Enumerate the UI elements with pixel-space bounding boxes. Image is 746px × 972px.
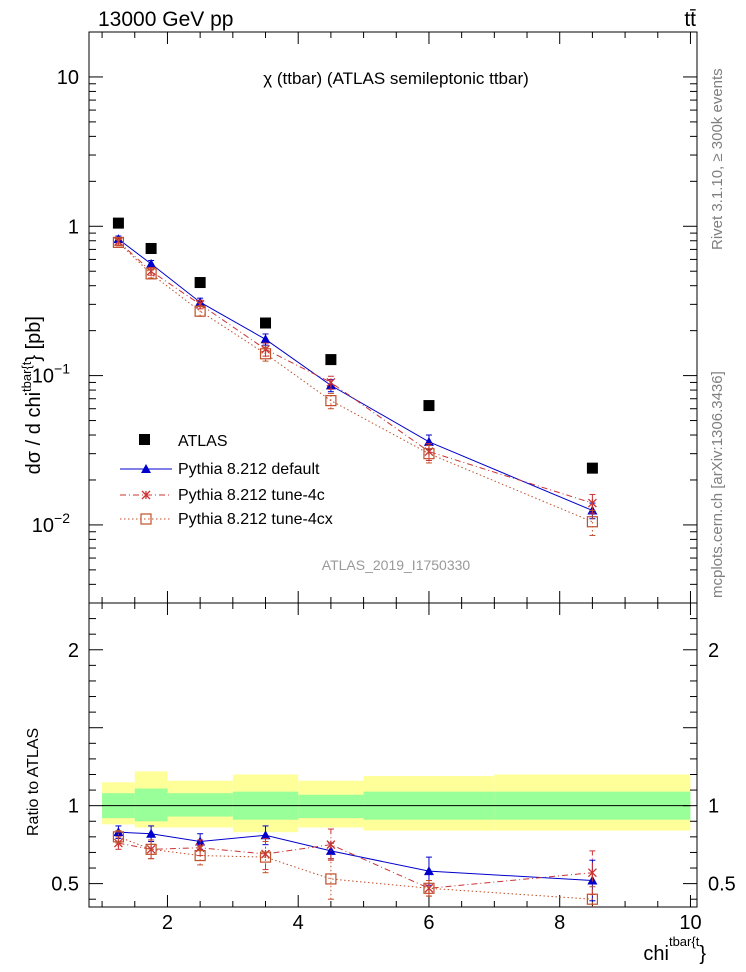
ratio-x-tick-label: 10 — [679, 912, 701, 934]
main-default-point — [146, 258, 157, 268]
x-axis-title: chitbar{t} — [643, 934, 706, 965]
main-y-axis-title-main: dσ / d chi — [23, 392, 45, 474]
ratio-tune4cx-point — [586, 893, 598, 905]
main-tune4c-point — [326, 377, 336, 387]
ratio-y-axis-title: Ratio to ATLAS — [25, 728, 42, 836]
x-axis-title-sup: tbar{t — [669, 934, 700, 949]
ratio-tune4cx-point — [325, 873, 337, 885]
legend-atlas-label: ATLAS — [178, 433, 228, 450]
ratio-default-point — [146, 828, 157, 838]
ratio-tune4cx-point — [145, 843, 157, 855]
ratio-y-tick-label-right: 0.5 — [708, 874, 736, 896]
main-tune4cx-point — [112, 236, 125, 248]
ratio-y-tick-label-left: 1 — [68, 796, 79, 818]
main-atlas-point — [112, 217, 124, 229]
ratio-tune4c-point — [326, 840, 336, 850]
main-panel: 10 1 10−1 10−2 χ (ttbar) (ATLAS semileptoni… — [19, 31, 698, 604]
main-tune4cx-point — [194, 305, 206, 317]
energy-label: 13000 GeV pp — [98, 8, 233, 31]
ratio-band-inner — [167, 793, 233, 817]
main-y-axis-title-tail: } [pb] — [23, 316, 45, 362]
legend-tune4c-label: Pythia 8.212 tune-4c — [178, 487, 325, 504]
ratio-tune4cx-line — [118, 836, 593, 900]
legend-tune4cx-marker — [140, 513, 152, 525]
ratio-y-tick-label-left: 0.5 — [51, 874, 79, 896]
main-y-tick-label: 10 — [57, 67, 79, 89]
legend-default-marker — [141, 464, 151, 473]
main-atlas-point — [260, 317, 272, 329]
rivet-version-label: Rivet 3.1.10, ≥ 300k events — [709, 68, 726, 250]
ratio-x-tick-label: 6 — [423, 912, 434, 934]
ratio-tune4cx-point — [194, 849, 206, 862]
main-tune4cx-point — [259, 348, 272, 360]
legend: ATLAS Pythia 8.212 default Pythia 8.212 … — [120, 433, 333, 528]
main-y-tick-label: 10−1 — [32, 361, 70, 388]
ratio-x-tick-label: 8 — [554, 912, 565, 934]
ratio-band-inner — [298, 794, 364, 819]
ratio-y-tick-label-right: 1 — [708, 796, 719, 818]
ratio-y-tick-label-right: 2 — [708, 640, 719, 662]
legend-tune4c-marker — [141, 490, 151, 500]
main-tune4cx-point — [145, 268, 157, 280]
main-atlas-point — [325, 354, 337, 366]
ratio-frame — [88, 602, 698, 908]
main-atlas-point — [194, 277, 206, 289]
main-y-axis-title-sup: tbar{t — [19, 361, 34, 392]
main-atlas-point — [423, 400, 435, 412]
ratio-tune4cx-point — [112, 831, 125, 843]
plot-title: χ (ttbar) (ATLAS semileptonic ttbar) — [263, 69, 529, 88]
ratio-tune4c-line — [118, 842, 593, 889]
analysis-watermark: ATLAS_2019_I1750330 — [322, 557, 471, 573]
main-atlas-point — [145, 242, 157, 254]
ratio-x-tick-label: 4 — [293, 912, 304, 934]
main-y-tick-label: 1 — [68, 216, 79, 238]
ratio-tune4c-point — [587, 868, 597, 878]
main-tune4cx-point — [586, 516, 598, 528]
ratio-default-point — [260, 830, 271, 840]
ratio-tune4cx-point — [259, 851, 272, 863]
x-axis-title-main: chi — [643, 943, 669, 965]
main-tune4cx-point — [325, 395, 337, 407]
main-tune4cx-point — [423, 448, 435, 460]
main-y-axis-title: dσ / d chitbar{t} [pb] — [19, 316, 45, 474]
main-tune4cx-line — [118, 242, 593, 523]
legend-atlas-marker — [139, 434, 150, 445]
ratio-default-point — [423, 866, 434, 876]
legend-tune4cx-label: Pythia 8.212 tune-4cx — [178, 511, 333, 528]
ratio-panel: 2 4 6 8 10 0.5 0.5 1 1 2 2 Ratio to ATLAS chitbar{… — [25, 602, 736, 965]
main-default-point — [260, 334, 271, 344]
main-tune4c-point — [587, 498, 597, 508]
legend-default-label: Pythia 8.212 default — [178, 461, 320, 478]
ratio-default-line — [118, 831, 593, 881]
ratio-x-tick-label: 2 — [162, 912, 173, 934]
x-axis-title-tail: } — [699, 943, 706, 965]
ratio-band-inner — [134, 788, 168, 822]
ratio-tune4cx-point — [423, 882, 435, 894]
main-y-tick-label: 10−2 — [32, 510, 70, 537]
main-atlas-point — [586, 462, 598, 474]
process-label: tt̄ — [684, 8, 696, 31]
mcplots-label: mcplots.cern.ch [arXiv:1306.3436] — [709, 371, 726, 598]
ratio-y-tick-label-left: 2 — [68, 640, 79, 662]
